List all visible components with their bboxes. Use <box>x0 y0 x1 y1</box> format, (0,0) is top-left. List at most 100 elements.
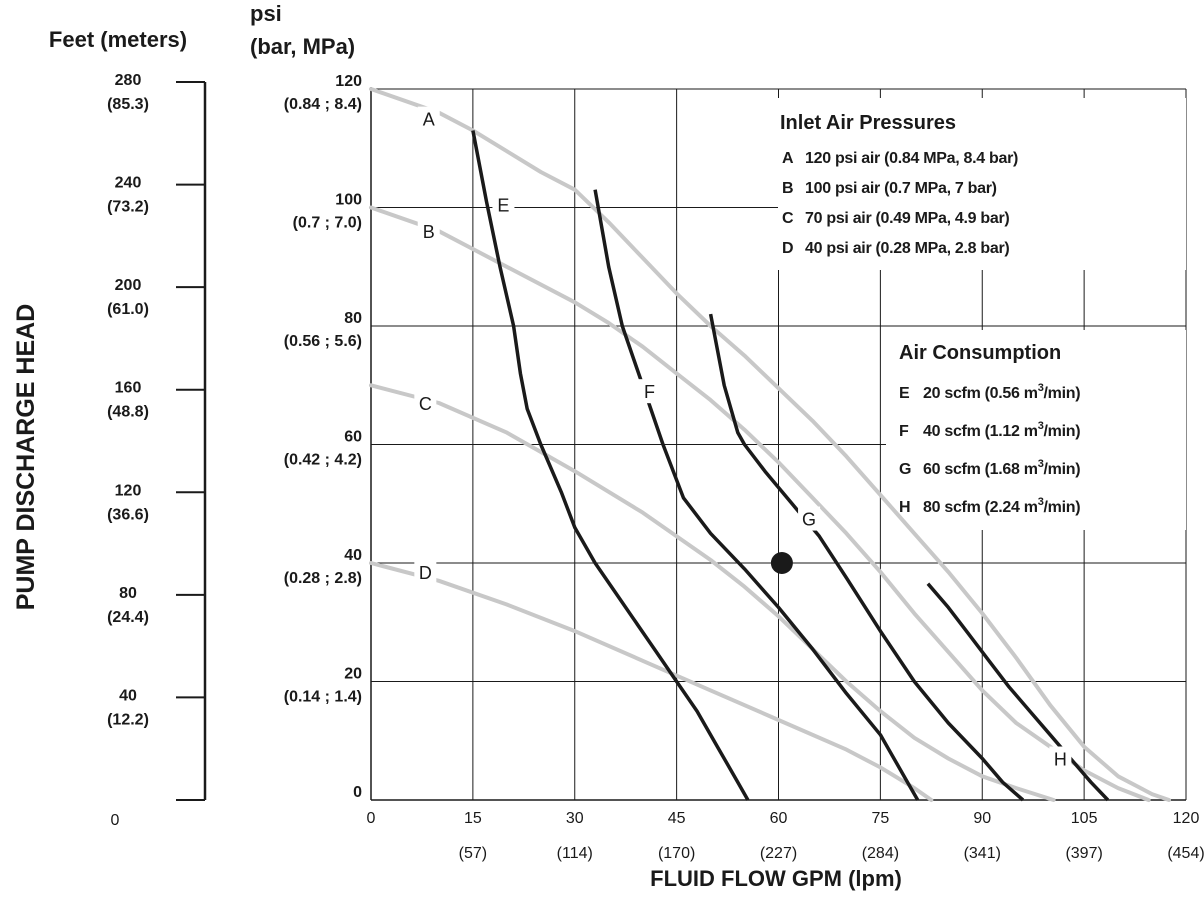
feet-tick-label: 0 <box>111 812 120 829</box>
psi-tick-label: 40 <box>344 547 362 564</box>
feet-axis: 0 40 (12.2) 80 (24.4) 120 (36.6) 160 (48.8) 200 (6… <box>107 72 207 829</box>
inlet-legend-text: 40 psi air (0.28 MPa, 2.8 bar) <box>805 240 1009 257</box>
curve-label-bg <box>417 219 440 244</box>
psi-tick-bar-label: (0.28 ; 2.8) <box>284 570 362 587</box>
inlet-legend-title: Inlet Air Pressures <box>780 112 956 134</box>
vertical-axis-title: PUMP DISCHARGE HEAD <box>12 304 40 611</box>
x-axis: 0 15 (57) 30 (114) 45 (170) 60 (227) 75 (284) 90 (34… <box>367 810 1204 862</box>
curve-label-bg <box>417 106 440 131</box>
psi-tick-bar-label: (0.7 ; 7.0) <box>293 215 362 232</box>
curve-label-d: D <box>419 563 432 583</box>
feet-tick-meter-label: (12.2) <box>107 711 149 728</box>
x-tick-lpm-label: (170) <box>658 845 695 862</box>
psi-tick-label: 100 <box>335 192 362 209</box>
psi-tick-label: 80 <box>344 310 362 327</box>
curve-label-g: G <box>802 510 816 530</box>
psi-tick-bar-label: (0.14 ; 1.4) <box>284 689 362 706</box>
inlet-legend-mask <box>778 98 1186 270</box>
psi-tick-label: 20 <box>344 666 362 683</box>
x-tick-lpm-label: (397) <box>1065 845 1102 862</box>
x-tick-label: 45 <box>668 810 686 827</box>
legend-background <box>778 98 1186 530</box>
air-legend-mask <box>886 330 1186 530</box>
x-tick-label: 90 <box>973 810 991 827</box>
inlet-legend-key: D <box>782 240 794 257</box>
feet-tick-meter-label: (85.3) <box>107 96 149 113</box>
inlet-legend-text: 70 psi air (0.49 MPa, 4.9 bar) <box>805 210 1009 227</box>
psi-tick-label: 120 <box>335 73 362 90</box>
curve-label-a: A <box>423 110 435 130</box>
feet-axis-title: Feet (meters) <box>49 27 187 52</box>
x-tick-lpm-label: (57) <box>459 845 487 862</box>
inlet-legend-key: A <box>782 150 794 167</box>
x-tick-label: 0 <box>367 810 376 827</box>
curve-label-bg <box>492 192 515 217</box>
air-legend-key: G <box>899 461 911 478</box>
psi-tick-bar-label: (0.84 ; 8.4) <box>284 96 362 113</box>
air-legend-key: H <box>899 499 911 516</box>
air-legend-text: 20 scfm (0.56 m3/min) <box>923 382 1080 402</box>
air-legend-text: 80 scfm (2.24 m3/min) <box>923 496 1080 516</box>
feet-tick-label: 160 <box>115 380 142 397</box>
air-legend-key: E <box>899 385 910 402</box>
psi-axis-title-line1: psi <box>250 1 282 26</box>
pressure-curve-a <box>369 87 1171 802</box>
psi-tick-label: 60 <box>344 429 362 446</box>
feet-tick-meter-label: (61.0) <box>107 301 149 318</box>
curve-label-bg <box>1049 746 1072 771</box>
x-tick-label: 15 <box>464 810 482 827</box>
x-tick-label: 30 <box>566 810 584 827</box>
curve-label-bg <box>414 391 437 416</box>
inlet-legend-key: C <box>782 210 794 227</box>
curve-label-h: H <box>1054 750 1067 770</box>
inlet-legend-text: 120 psi air (0.84 MPa, 8.4 bar) <box>805 150 1018 167</box>
x-tick-label: 75 <box>871 810 889 827</box>
feet-tick-meter-label: (73.2) <box>107 199 149 216</box>
x-tick-lpm-label: (227) <box>760 845 797 862</box>
psi-tick-bar-label: (0.56 ; 5.6) <box>284 333 362 350</box>
x-axis-title: FLUID FLOW GPM (lpm) <box>650 866 902 891</box>
air-curve-e <box>471 130 750 801</box>
x-tick-label: 120 <box>1173 810 1200 827</box>
air-legend-text: 60 scfm (1.68 m3/min) <box>923 458 1080 478</box>
curve-label-f: F <box>644 382 655 402</box>
feet-tick-meter-label: (48.8) <box>107 404 149 421</box>
feet-tick-meter-label: (24.4) <box>107 609 149 626</box>
air-curve-g <box>708 313 1025 802</box>
curve-label-b: B <box>423 222 435 242</box>
air-consumption-curves <box>471 130 1110 802</box>
pressure-curve-d <box>369 561 934 802</box>
air-legend-key: F <box>899 423 909 440</box>
curve-label-bg <box>638 379 661 404</box>
curve-label-bg <box>798 506 821 531</box>
curve-label-e: E <box>497 196 509 216</box>
pressure-curve-c <box>369 383 1056 802</box>
inlet-pressure-curves <box>369 87 1171 802</box>
pressure-curve-b <box>369 205 1151 802</box>
feet-tick-label: 80 <box>119 585 137 602</box>
psi-axis-title-line2: (bar, MPa) <box>250 34 355 59</box>
air-curve-h <box>926 582 1110 802</box>
x-tick-lpm-label: (284) <box>862 845 899 862</box>
curve-label-bg <box>414 559 437 584</box>
x-tick-lpm-label: (454) <box>1167 845 1204 862</box>
psi-tick-label: 0 <box>353 784 362 801</box>
inlet-legend-key: B <box>782 180 794 197</box>
x-tick-label: 105 <box>1071 810 1098 827</box>
curve-label-c: C <box>419 394 432 414</box>
x-tick-lpm-label: (341) <box>964 845 1001 862</box>
operating-point-layer <box>770 552 793 574</box>
feet-tick-meter-label: (36.6) <box>107 506 149 523</box>
psi-axis: 0 20 (0.14 ; 1.4) 40 (0.28 ; 2.8) 60 (0.42 ; 4… <box>284 73 362 801</box>
x-tick-label: 60 <box>770 810 788 827</box>
inlet-legend-text: 100 psi air (0.7 MPa, 7 bar) <box>805 180 997 197</box>
feet-tick-label: 120 <box>115 482 142 499</box>
operating-point-marker <box>770 552 793 574</box>
feet-tick-label: 40 <box>119 687 137 704</box>
feet-tick-label: 240 <box>115 175 142 192</box>
feet-tick-label: 280 <box>115 72 142 89</box>
x-tick-lpm-label: (114) <box>557 845 593 862</box>
legends: Inlet Air Pressures A 120 psi air (0.84 MP… <box>780 112 1081 516</box>
